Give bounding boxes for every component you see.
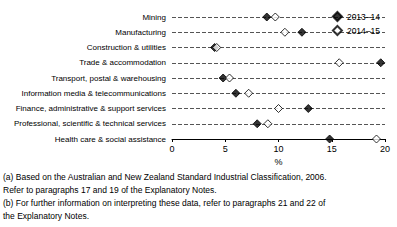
svg-text:Construction & utilities: Construction & utilities bbox=[87, 43, 166, 52]
svg-text:2013–14: 2013–14 bbox=[347, 12, 380, 22]
svg-text:Health care & social assistanc: Health care & social assistance bbox=[55, 135, 167, 144]
svg-text:20: 20 bbox=[380, 144, 390, 154]
svg-text:10: 10 bbox=[273, 144, 283, 154]
svg-text:Mining: Mining bbox=[142, 13, 166, 22]
svg-text:Transport, postal & warehousin: Transport, postal & warehousing bbox=[51, 74, 166, 83]
svg-text:15: 15 bbox=[327, 144, 337, 154]
svg-text:%: % bbox=[274, 157, 282, 167]
svg-text:the Explanatory Notes.: the Explanatory Notes. bbox=[3, 211, 89, 221]
svg-text:Refer to paragraphs 17 and 19: Refer to paragraphs 17 and 19 of the Exp… bbox=[3, 185, 217, 195]
svg-text:2014–15: 2014–15 bbox=[347, 26, 380, 36]
svg-text:Trade & accommodation: Trade & accommodation bbox=[79, 58, 166, 67]
svg-text:0: 0 bbox=[169, 144, 174, 154]
svg-text:5: 5 bbox=[223, 144, 228, 154]
svg-text:Manufacturing: Manufacturing bbox=[115, 28, 166, 37]
svg-text:Professional, scientific & tec: Professional, scientific & technical ser… bbox=[14, 119, 166, 128]
svg-text:Finance, administrative & supp: Finance, administrative & support servic… bbox=[16, 104, 166, 113]
svg-text:(a) Based on the Australian an: (a) Based on the Australian and New Zeal… bbox=[3, 172, 327, 182]
svg-text:(b) For further information on: (b) For further information on interpret… bbox=[3, 198, 326, 208]
svg-text:Information media & telecommun: Information media & telecommunications bbox=[21, 89, 166, 98]
